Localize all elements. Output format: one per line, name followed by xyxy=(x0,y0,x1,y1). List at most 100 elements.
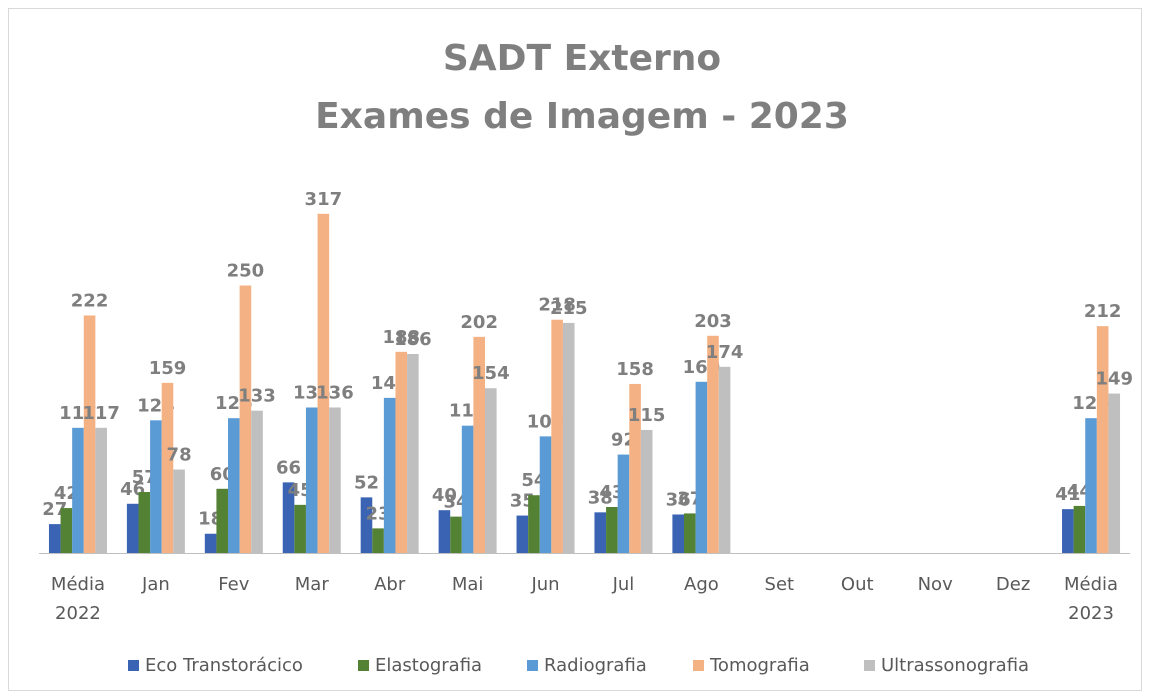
bar xyxy=(251,410,263,553)
data-label: 41 xyxy=(1055,484,1080,505)
data-label: 159 xyxy=(149,358,187,379)
chart-border xyxy=(8,8,1142,691)
data-label: 136 xyxy=(316,382,354,403)
legend-label: Tomografia xyxy=(709,655,810,676)
data-label: 203 xyxy=(694,311,732,332)
bar xyxy=(305,407,318,553)
bar xyxy=(294,504,306,553)
data-label: 40 xyxy=(432,485,457,506)
bar xyxy=(60,508,73,553)
data-label: 188 xyxy=(382,327,420,348)
chart-title: Exames de Imagem - 2023 xyxy=(315,96,849,137)
bar xyxy=(329,407,341,553)
bar xyxy=(1108,393,1121,553)
bar xyxy=(317,213,330,553)
bar xyxy=(473,336,486,553)
legend-swatch xyxy=(527,660,538,671)
legend-swatch xyxy=(693,660,704,671)
data-label: 158 xyxy=(616,359,654,380)
data-label: 115 xyxy=(628,405,666,426)
chart-title: SADT Externo xyxy=(443,38,721,79)
bar xyxy=(528,495,540,553)
bar xyxy=(450,516,462,553)
bar xyxy=(48,524,61,553)
bar xyxy=(395,351,408,553)
bar xyxy=(1062,509,1074,553)
data-label: 222 xyxy=(71,290,109,311)
x-tick-label: Dez xyxy=(995,574,1031,595)
bar xyxy=(216,488,229,553)
bar xyxy=(228,418,240,553)
bar xyxy=(718,366,731,553)
x-tick-label: Fev xyxy=(218,574,250,595)
data-label: 218 xyxy=(538,295,576,316)
bar xyxy=(461,425,474,553)
bar xyxy=(683,513,696,553)
data-label: 215 xyxy=(550,298,588,319)
bar xyxy=(516,515,529,553)
bar xyxy=(173,469,185,553)
x-tick-label: Média 2022 xyxy=(50,574,105,624)
bar xyxy=(383,397,396,553)
legend-swatch xyxy=(864,660,875,671)
bar xyxy=(95,427,107,553)
legend-swatch xyxy=(358,660,369,671)
data-label: 36 xyxy=(666,489,691,510)
bar xyxy=(485,388,497,553)
x-tick-label: Mai xyxy=(451,574,484,595)
data-label: 186 xyxy=(394,329,432,350)
bar xyxy=(617,454,630,553)
data-label: 174 xyxy=(706,342,744,363)
bar xyxy=(695,381,708,553)
bar xyxy=(138,492,151,553)
data-label: 78 xyxy=(167,445,192,466)
bar xyxy=(606,506,618,553)
bar xyxy=(640,429,653,553)
data-label: 52 xyxy=(354,472,379,493)
data-label: 117 xyxy=(82,403,120,424)
data-label: 66 xyxy=(276,457,301,478)
bar xyxy=(594,512,607,553)
data-label: 250 xyxy=(227,261,265,282)
x-tick-label: Set xyxy=(764,574,795,595)
bar xyxy=(83,315,96,553)
bar xyxy=(150,420,162,553)
bar xyxy=(360,497,373,553)
bar xyxy=(1096,326,1109,553)
data-label: 38 xyxy=(588,487,613,508)
legend-label: Radiografia xyxy=(544,655,647,676)
x-tick-label: Abr xyxy=(374,574,406,595)
bar xyxy=(239,285,252,553)
bar xyxy=(539,436,552,553)
bar xyxy=(1073,505,1086,553)
x-tick-label: Ago xyxy=(684,574,719,595)
bar xyxy=(282,482,295,553)
bar xyxy=(551,319,563,553)
data-label: 317 xyxy=(305,189,343,210)
bar xyxy=(438,510,451,553)
bar xyxy=(161,382,174,553)
bar xyxy=(1085,418,1097,553)
legend-label: Eco Transtorácico xyxy=(145,655,303,676)
x-tick-label: Jun xyxy=(531,574,560,595)
x-tick-label: Out xyxy=(840,574,874,595)
bar xyxy=(672,514,684,553)
data-label: 149 xyxy=(1095,369,1133,390)
legend-label: Ultrassonografia xyxy=(881,655,1029,676)
data-label: 154 xyxy=(472,363,510,384)
bar xyxy=(126,503,139,553)
bar xyxy=(72,427,84,553)
bar xyxy=(407,353,419,553)
bar xyxy=(204,533,217,553)
x-tick-label: Nov xyxy=(917,574,953,595)
x-tick-label: Mar xyxy=(294,574,329,595)
data-label: 202 xyxy=(460,312,498,333)
x-tick-label: Jul xyxy=(612,574,635,595)
x-tick-label: Jan xyxy=(142,574,170,595)
legend-label: Elastografia xyxy=(375,655,482,676)
data-label: 133 xyxy=(238,386,276,407)
x-tick-label: Média 2023 xyxy=(1064,574,1119,624)
bar xyxy=(372,528,384,553)
legend-swatch xyxy=(128,660,139,671)
